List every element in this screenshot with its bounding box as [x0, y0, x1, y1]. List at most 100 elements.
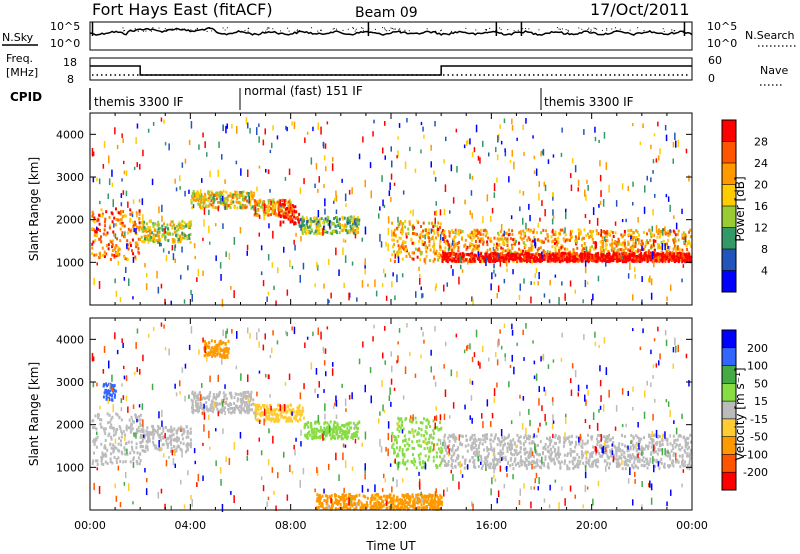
scatter-cell — [658, 260, 661, 264]
scatter-cell — [572, 248, 575, 252]
scatter-cell — [265, 210, 268, 214]
scatter-cell — [176, 428, 179, 432]
scatter-cell — [171, 226, 174, 230]
scatter-cell — [109, 420, 112, 424]
scatter-cell — [189, 441, 192, 445]
scatter-cell — [252, 398, 255, 402]
scatter-cell — [117, 442, 120, 446]
scatter-cell — [271, 211, 274, 215]
scatter-cell — [293, 239, 295, 245]
scatter-cell — [493, 243, 496, 247]
scatter-cell — [461, 269, 464, 273]
scatter-cell — [166, 436, 169, 440]
scatter-cell — [150, 431, 152, 435]
scatter-cell — [131, 213, 134, 218]
scatter-cell — [616, 257, 619, 261]
scatter-cell — [471, 252, 474, 256]
scatter-cell — [98, 237, 101, 241]
scatter-cell — [554, 274, 557, 278]
scatter-cell — [139, 225, 142, 229]
scatter-cell — [125, 428, 128, 432]
scatter-cell — [242, 396, 245, 400]
scatter-cell — [128, 278, 130, 286]
scatter-cell — [405, 247, 408, 251]
scatter-cell — [461, 237, 463, 241]
scatter-cell — [218, 352, 221, 356]
scatter-cell — [130, 422, 133, 426]
scatter-cell — [602, 240, 605, 249]
scatter-cell — [506, 268, 508, 273]
scatter-cell — [401, 224, 404, 229]
scatter-cell — [91, 214, 94, 218]
scatter-cell — [145, 222, 148, 226]
scatter-cell — [475, 244, 478, 248]
scatter-cell — [501, 259, 504, 263]
noise-search-dot — [124, 30, 126, 32]
scatter-cell — [294, 415, 297, 419]
scatter-cell — [623, 260, 626, 264]
scatter-cell — [240, 407, 243, 411]
scatter-cell — [354, 222, 357, 226]
scatter-cell — [391, 253, 394, 257]
scatter-cell — [496, 293, 498, 299]
scatter-cell — [392, 238, 395, 242]
scatter-cell — [609, 243, 612, 247]
scatter-cell — [672, 253, 675, 257]
scatter-cell — [256, 412, 259, 416]
scatter-cell — [674, 237, 676, 241]
noise-search-dot — [386, 30, 388, 32]
scatter-cell — [141, 445, 144, 449]
scatter-cell — [139, 452, 142, 456]
scatter-cell — [508, 249, 511, 253]
scatter-cell — [537, 258, 540, 262]
scatter-cell — [138, 462, 141, 466]
scatter-cell — [316, 428, 319, 432]
scatter-cell — [373, 119, 375, 124]
scatter-cell — [206, 396, 208, 400]
scatter-cell — [106, 231, 109, 235]
noise-search-dot — [611, 28, 613, 30]
scatter-cell — [339, 426, 342, 430]
scatter-cell — [605, 260, 607, 267]
scatter-cell — [320, 217, 323, 221]
scatter-cell — [204, 195, 207, 199]
scatter-cell — [113, 445, 116, 449]
scatter-cell — [395, 226, 398, 230]
scatter-cell — [206, 152, 208, 157]
scatter-cell — [403, 245, 406, 249]
scatter-cell — [227, 204, 230, 208]
scatter-cell — [537, 222, 540, 228]
scatter-cell — [507, 251, 510, 255]
scatter-cell — [125, 190, 128, 197]
scatter-cell — [138, 209, 141, 213]
scatter-cell — [656, 235, 659, 239]
scatter-cell — [685, 252, 688, 256]
scatter-cell — [596, 259, 599, 263]
scatter-cell — [470, 255, 472, 259]
frequency-line — [90, 65, 692, 76]
scatter-cell — [387, 227, 390, 236]
scatter-cell — [207, 351, 210, 355]
scatter-cell — [437, 447, 440, 451]
scatter-cell — [301, 406, 304, 410]
scatter-cell — [91, 246, 94, 250]
scatter-cell — [411, 241, 414, 245]
scatter-cell — [112, 239, 114, 243]
scatter-cell — [423, 234, 426, 238]
scatter-cell — [278, 199, 281, 203]
scatter-cell — [523, 232, 526, 236]
power-ylabel: Slant Range [km] — [27, 157, 41, 261]
scatter-cell — [279, 411, 282, 415]
scatter-cell — [146, 426, 149, 430]
scatter-cell — [111, 426, 114, 430]
noise-search-dot — [195, 29, 197, 31]
scatter-cell — [95, 427, 98, 431]
scatter-cell — [205, 407, 208, 411]
scatter-cell — [404, 241, 407, 244]
scatter-cell — [204, 396, 206, 400]
scatter-cell — [200, 189, 202, 196]
scatter-cell — [676, 245, 679, 249]
scatter-cell — [535, 267, 538, 274]
scatter-cell — [511, 233, 514, 236]
scatter-cell — [670, 255, 673, 259]
